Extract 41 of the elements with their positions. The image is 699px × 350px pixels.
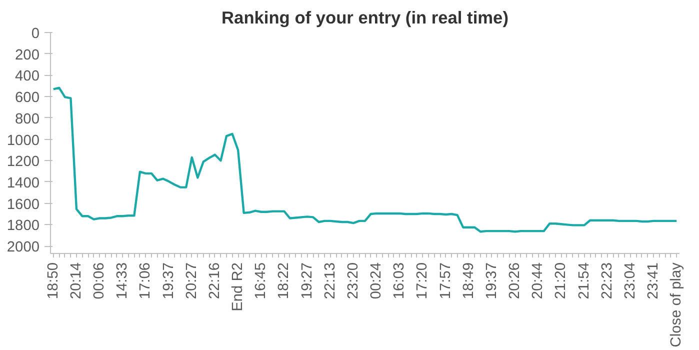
chart-title: Ranking of your entry (in real time) (222, 8, 508, 28)
x-tick-label: 20:26 (507, 262, 524, 300)
x-tick-label: 17:57 (438, 262, 454, 300)
x-tick-label: 16:03 (392, 262, 408, 300)
x-tick-label: 00:24 (368, 262, 385, 300)
y-tick-label: 400 (15, 68, 40, 85)
x-tick-label: 21:20 (553, 262, 570, 300)
x-tick-label: 20:27 (184, 262, 200, 300)
x-tick-label: 23:04 (622, 262, 638, 300)
y-tick-label: 1600 (6, 196, 40, 213)
y-tick-label: 1800 (6, 218, 40, 234)
y-tick-label: 2000 (6, 240, 40, 256)
line-series (52, 86, 678, 233)
x-tick-label: 23:20 (345, 262, 362, 300)
x-tick-label: 22:13 (322, 262, 338, 300)
y-tick-label: 200 (15, 47, 40, 64)
y-tick-label: 1400 (6, 175, 40, 192)
x-tick-label: 19:37 (484, 262, 500, 300)
y-tick-label: 800 (15, 111, 40, 128)
y-tick-label: 600 (15, 90, 40, 106)
x-tick-label: 16:45 (253, 262, 270, 300)
x-tick-label: 20:44 (530, 262, 546, 300)
x-tick-label: Close of play (668, 262, 685, 348)
x-tick-label: 21:54 (576, 262, 592, 300)
x-tick-label: 23:41 (646, 262, 662, 300)
x-tick-label: 18:50 (45, 262, 62, 300)
x-tick-label: 18:22 (276, 262, 292, 300)
x-tick-label: 14:33 (114, 262, 131, 300)
x-tick-label: 18:49 (460, 262, 477, 300)
x-tick-label: End R2 (230, 262, 246, 312)
x-tick-label: 22:16 (206, 262, 223, 300)
x-tick-label: 17:20 (414, 262, 431, 300)
x-tick-label: 20:14 (68, 262, 84, 300)
x-tick-label: 22:23 (599, 262, 616, 300)
y-tick-label: 1000 (6, 132, 40, 149)
y-tick-label: 0 (31, 26, 40, 42)
x-tick-label: 17:06 (138, 262, 154, 300)
x-tick-label: 19:37 (160, 262, 177, 300)
y-tick-label: 1200 (6, 154, 40, 170)
x-tick-label: 19:27 (299, 262, 316, 300)
x-tick-label: 00:06 (92, 262, 108, 300)
